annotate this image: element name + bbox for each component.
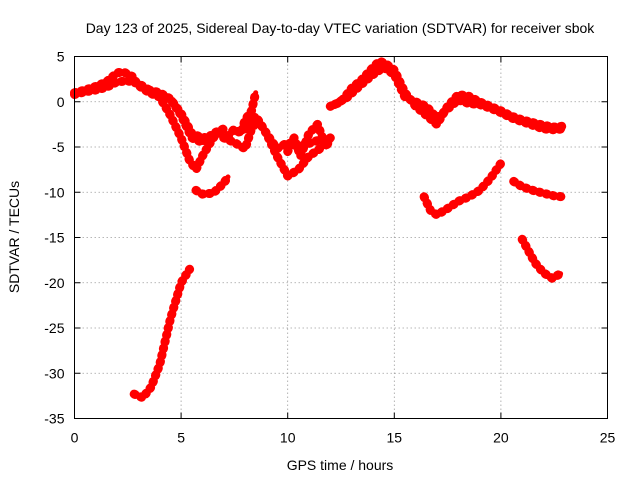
x-tick-label: 15	[387, 430, 403, 446]
y-tick-label: -35	[44, 411, 64, 427]
series-points-track-3	[144, 85, 218, 143]
y-tick-label: 0	[57, 94, 65, 110]
x-tick-label: 10	[280, 430, 296, 446]
series-points-track-5	[129, 264, 195, 403]
series-points-track-13	[509, 176, 568, 202]
chart-title: Day 123 of 2025, Sidereal Day-to-day VTE…	[86, 20, 596, 36]
series-points-track-12	[419, 158, 506, 220]
y-tick-label: 5	[57, 49, 65, 65]
tick-labels: 0 5 10 15 20 25 5 0 -5 -10 -15 -20 -25 -30 -35	[44, 49, 615, 446]
axis-ticks	[74, 56, 608, 419]
series-points-track-11	[330, 62, 568, 135]
y-tick-label: -15	[44, 230, 64, 246]
data-series	[70, 56, 568, 403]
series-points-track-14	[517, 234, 566, 283]
y-tick-label: -25	[44, 320, 64, 336]
x-tick-label: 25	[600, 430, 616, 446]
y-tick-label: -10	[44, 184, 64, 200]
y-tick-label: -30	[44, 365, 64, 381]
x-tick-label: 0	[71, 430, 79, 446]
x-tick-label: 20	[493, 430, 509, 446]
series-points-track-4	[191, 172, 233, 199]
series-points-track-9	[283, 119, 335, 161]
y-tick-label: -5	[52, 139, 65, 155]
x-axis-label: GPS time / hours	[287, 457, 394, 473]
x-tick-label: 5	[177, 430, 185, 446]
y-tick-label: -20	[44, 275, 64, 291]
y-axis-label: SDTVAR / TECUs	[6, 181, 22, 293]
